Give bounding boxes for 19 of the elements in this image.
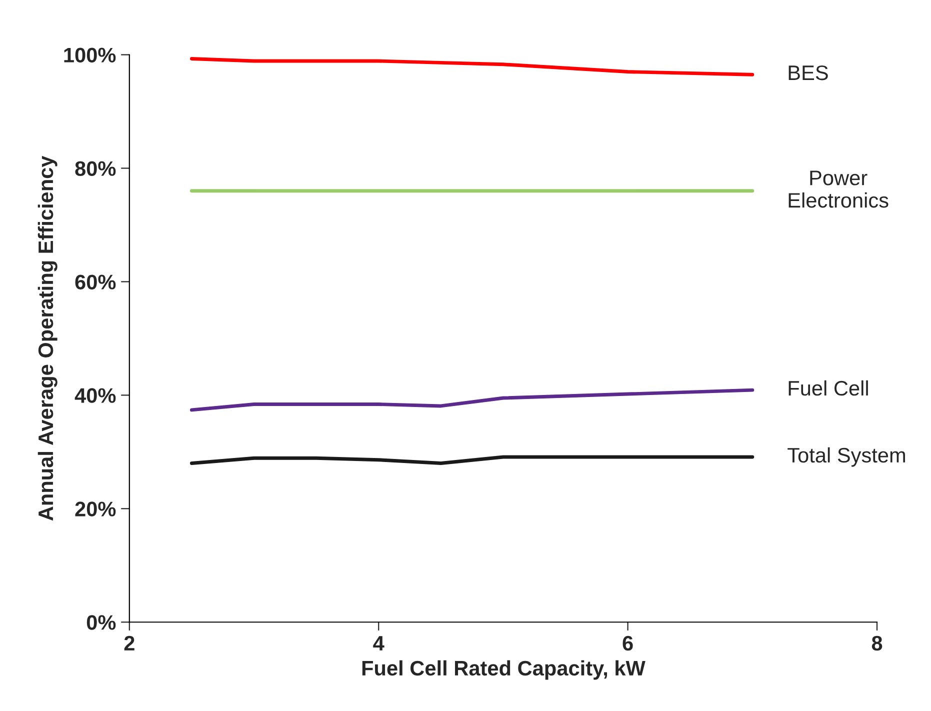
y-tick-label: 80% bbox=[75, 161, 116, 176]
y-tick-label: 40% bbox=[74, 388, 116, 403]
series-label: Power Electronics bbox=[788, 170, 888, 208]
y-tick-label: 60% bbox=[75, 274, 116, 290]
y-tick-label: 20% bbox=[75, 502, 116, 516]
series-label: Fuel Cell bbox=[788, 380, 868, 396]
y-tick-label: 100% bbox=[64, 48, 116, 62]
x-tick-label: 4 bbox=[373, 636, 384, 650]
line-series bbox=[190, 455, 754, 465]
line-series bbox=[190, 56, 754, 76]
series-label: Total System bbox=[788, 447, 905, 467]
y-tick-label: 0% bbox=[86, 615, 116, 630]
x-tick-label: 6 bbox=[622, 636, 633, 651]
x-tick-label: 2 bbox=[124, 636, 134, 650]
series-label: BES bbox=[788, 65, 828, 80]
x-axis-title: Fuel Cell Rated Capacity, kW bbox=[362, 660, 646, 680]
line-series bbox=[190, 388, 754, 412]
y-axis-title: Annual Average Operating Efficiency bbox=[38, 156, 58, 521]
x-tick-label: 8 bbox=[872, 636, 882, 651]
